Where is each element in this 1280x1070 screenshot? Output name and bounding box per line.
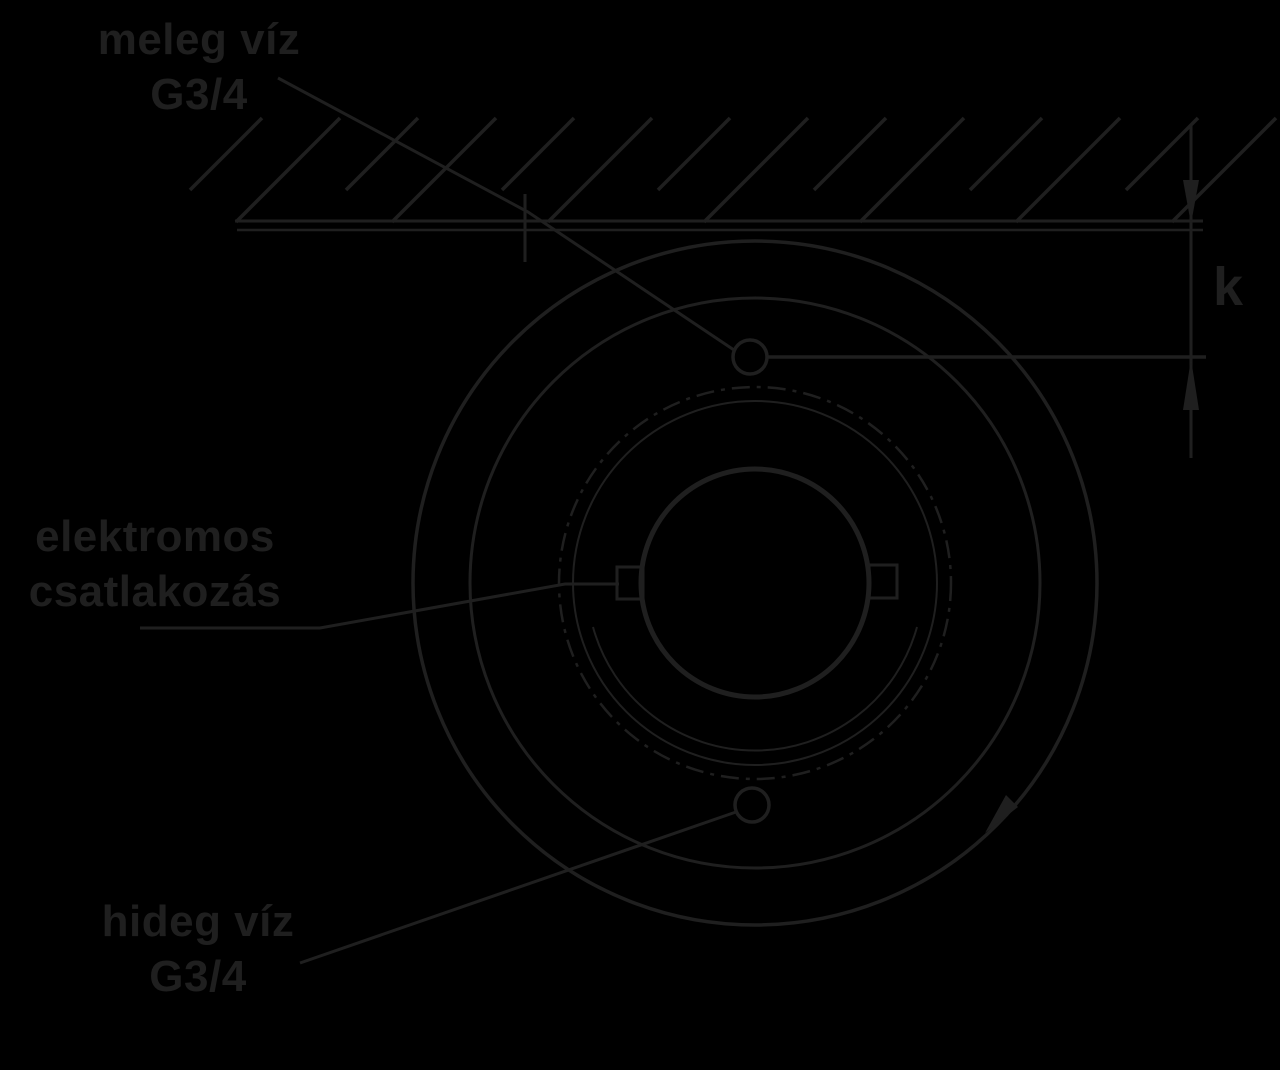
hot-water-thread-size: G3/4 bbox=[150, 70, 248, 119]
wall-hatching-short bbox=[188, 116, 1200, 192]
inner-shell-circle bbox=[468, 296, 1042, 870]
dimension-k-label: k bbox=[1212, 257, 1244, 317]
cold-water-thread-size: G3/4 bbox=[149, 952, 247, 1001]
electrical-label: elektromos csatlakozás bbox=[5, 509, 305, 619]
center-flange-circle bbox=[638, 466, 872, 700]
shell-direction-arrow bbox=[985, 795, 1018, 833]
outer-shell-circle bbox=[411, 239, 1099, 927]
electrical-label-line1: elektromos bbox=[35, 512, 275, 561]
leader-line-hot-water bbox=[277, 76, 735, 352]
right-flange-tab bbox=[867, 563, 899, 600]
leader-line-electrical bbox=[140, 582, 619, 630]
dimension-arrow-top bbox=[1183, 180, 1199, 224]
lower-cover-arc bbox=[592, 626, 918, 752]
hot-water-port bbox=[731, 338, 769, 376]
wall-hatching-long bbox=[234, 116, 1278, 224]
flange-ring-circle bbox=[572, 400, 938, 766]
hot-water-label-line1: meleg víz bbox=[97, 15, 301, 64]
dimension-arrow-bottom bbox=[1183, 359, 1199, 410]
leader-line-cold-water bbox=[299, 810, 737, 965]
bolt-pitch-dash-circle bbox=[557, 385, 953, 781]
electrical-label-line2: csatlakozás bbox=[28, 567, 282, 616]
cold-water-label-line1: hideg víz bbox=[101, 897, 295, 946]
cold-water-label: hideg víz G3/4 bbox=[48, 894, 348, 1004]
hot-water-label: meleg víz G3/4 bbox=[49, 12, 349, 122]
cold-water-port bbox=[733, 786, 771, 824]
